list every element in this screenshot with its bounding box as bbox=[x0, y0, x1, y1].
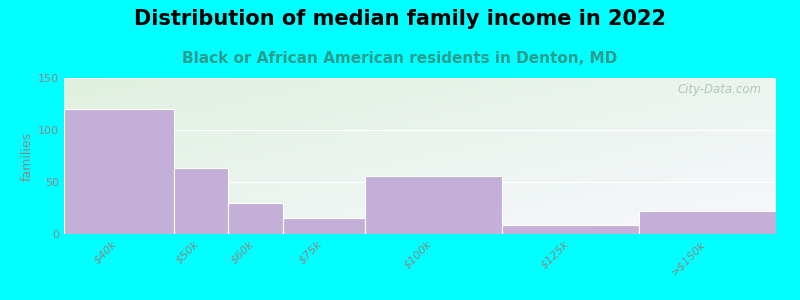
Bar bbox=[228, 203, 283, 234]
Text: Distribution of median family income in 2022: Distribution of median family income in … bbox=[134, 9, 666, 29]
Bar bbox=[639, 211, 776, 234]
Bar bbox=[502, 225, 639, 234]
Text: Black or African American residents in Denton, MD: Black or African American residents in D… bbox=[182, 51, 618, 66]
Bar bbox=[366, 176, 502, 234]
Bar bbox=[283, 218, 366, 234]
Bar bbox=[64, 109, 174, 234]
Y-axis label: families: families bbox=[21, 131, 34, 181]
Bar bbox=[174, 169, 228, 234]
Text: City-Data.com: City-Data.com bbox=[678, 83, 762, 96]
